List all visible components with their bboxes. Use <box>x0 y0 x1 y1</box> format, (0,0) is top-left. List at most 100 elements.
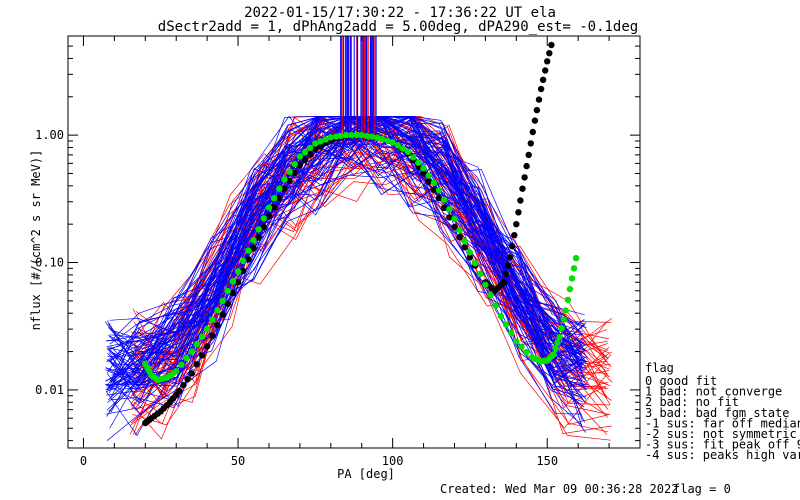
fit-point <box>539 76 547 84</box>
fit-point <box>497 312 505 320</box>
fit-point <box>556 333 563 341</box>
fit-point <box>219 311 226 318</box>
fit-point <box>482 281 489 288</box>
fit-point <box>531 117 539 124</box>
y-axis-label: nflux [#/(cm^2 s sr MeV)] <box>29 150 43 331</box>
x-tick-label: 0 <box>80 454 87 468</box>
fit-point <box>270 204 278 211</box>
x-tick-label: 100 <box>382 454 404 468</box>
fit-point <box>542 67 549 74</box>
fit-point <box>441 204 448 211</box>
fit-point <box>492 302 499 309</box>
fit-point <box>286 168 293 175</box>
fit-point <box>281 176 288 183</box>
x-axis-label: PA [deg] <box>337 467 395 481</box>
fit-point <box>537 85 545 93</box>
fit-point <box>176 387 183 395</box>
fit-point <box>234 268 242 275</box>
fit-point <box>404 148 412 155</box>
fit-point <box>219 297 226 305</box>
fit-point <box>379 135 386 143</box>
fit-point <box>570 265 578 272</box>
fit-point <box>353 131 360 139</box>
fit-point <box>229 289 237 297</box>
fit-point <box>229 278 237 285</box>
background-trace <box>106 151 583 402</box>
fit-point <box>255 226 262 233</box>
fit-point <box>456 226 463 234</box>
fit-point <box>203 325 211 333</box>
fit-point <box>312 140 319 147</box>
legend-item: -1 sus: far off median <box>645 416 800 430</box>
fit-point <box>214 307 221 314</box>
y-tick-label: 1.00 <box>35 128 64 142</box>
fit-point <box>446 214 453 221</box>
fit-point <box>506 254 514 261</box>
legend-item: 1 bad: not converge <box>645 385 782 399</box>
fit-point <box>193 340 200 348</box>
fit-point <box>312 145 319 153</box>
fit-point <box>358 131 365 139</box>
fit-point <box>430 179 438 186</box>
y-tick-label: 0.10 <box>35 256 64 270</box>
fit-point <box>529 128 536 136</box>
fit-point <box>276 185 283 192</box>
legend-items: 0 good fit 1 bad: not converge 2 bad: no… <box>645 374 800 462</box>
fit-point <box>286 177 293 185</box>
fit-point <box>389 139 396 146</box>
fit-point <box>307 151 314 158</box>
fit-point <box>265 213 273 220</box>
fit-point <box>245 247 252 254</box>
fit-point <box>234 279 242 286</box>
fit-point <box>451 215 458 223</box>
fit-point <box>441 196 448 203</box>
fit-point <box>523 348 530 356</box>
fit-point <box>515 209 522 216</box>
fit-point <box>209 316 216 323</box>
fit-point <box>410 154 417 161</box>
fit-point <box>184 376 191 383</box>
fit-point <box>291 169 298 177</box>
fit-point <box>317 142 324 149</box>
fit-point <box>296 153 304 160</box>
fit-point <box>250 244 257 252</box>
legend-item: 0 good fit <box>645 374 717 388</box>
legend-item: 2 bad: no fit <box>645 395 739 409</box>
y-tick-label: 0.01 <box>35 383 64 397</box>
fit-point <box>502 270 510 278</box>
fit-point <box>425 172 432 179</box>
fit-point <box>178 361 185 368</box>
fit-point <box>296 162 304 169</box>
fit-point <box>198 333 206 340</box>
central-spike <box>340 36 377 141</box>
fit-point <box>513 338 520 345</box>
fit-point <box>322 136 329 143</box>
fit-point <box>281 185 288 192</box>
fit-point <box>307 144 314 151</box>
fit-point <box>519 185 526 192</box>
fit-point <box>435 195 443 202</box>
fit-point <box>430 186 438 194</box>
fit-point <box>552 345 559 352</box>
fit-point <box>245 256 252 263</box>
fit-point <box>546 50 553 57</box>
fit-point <box>363 132 371 140</box>
chart-subtitle: dSectr2add = 1, dPhAng2add = 5.00deg, dP… <box>158 19 638 35</box>
fit-point <box>535 96 543 103</box>
fit-point <box>420 170 427 177</box>
fit-point <box>461 238 468 245</box>
fit-point <box>240 267 247 274</box>
fit-point <box>291 160 298 168</box>
fit-point <box>260 215 267 222</box>
fit-point <box>560 316 567 323</box>
fit-point <box>451 223 458 231</box>
fit-point <box>180 381 187 389</box>
fit-point <box>518 343 525 350</box>
data-layer <box>104 36 613 441</box>
fit-point <box>399 145 407 152</box>
fit-point <box>198 352 206 359</box>
fit-point <box>224 287 231 295</box>
fit-point <box>509 243 516 250</box>
legend-item: -2 sus: not symmetric <box>645 427 797 441</box>
